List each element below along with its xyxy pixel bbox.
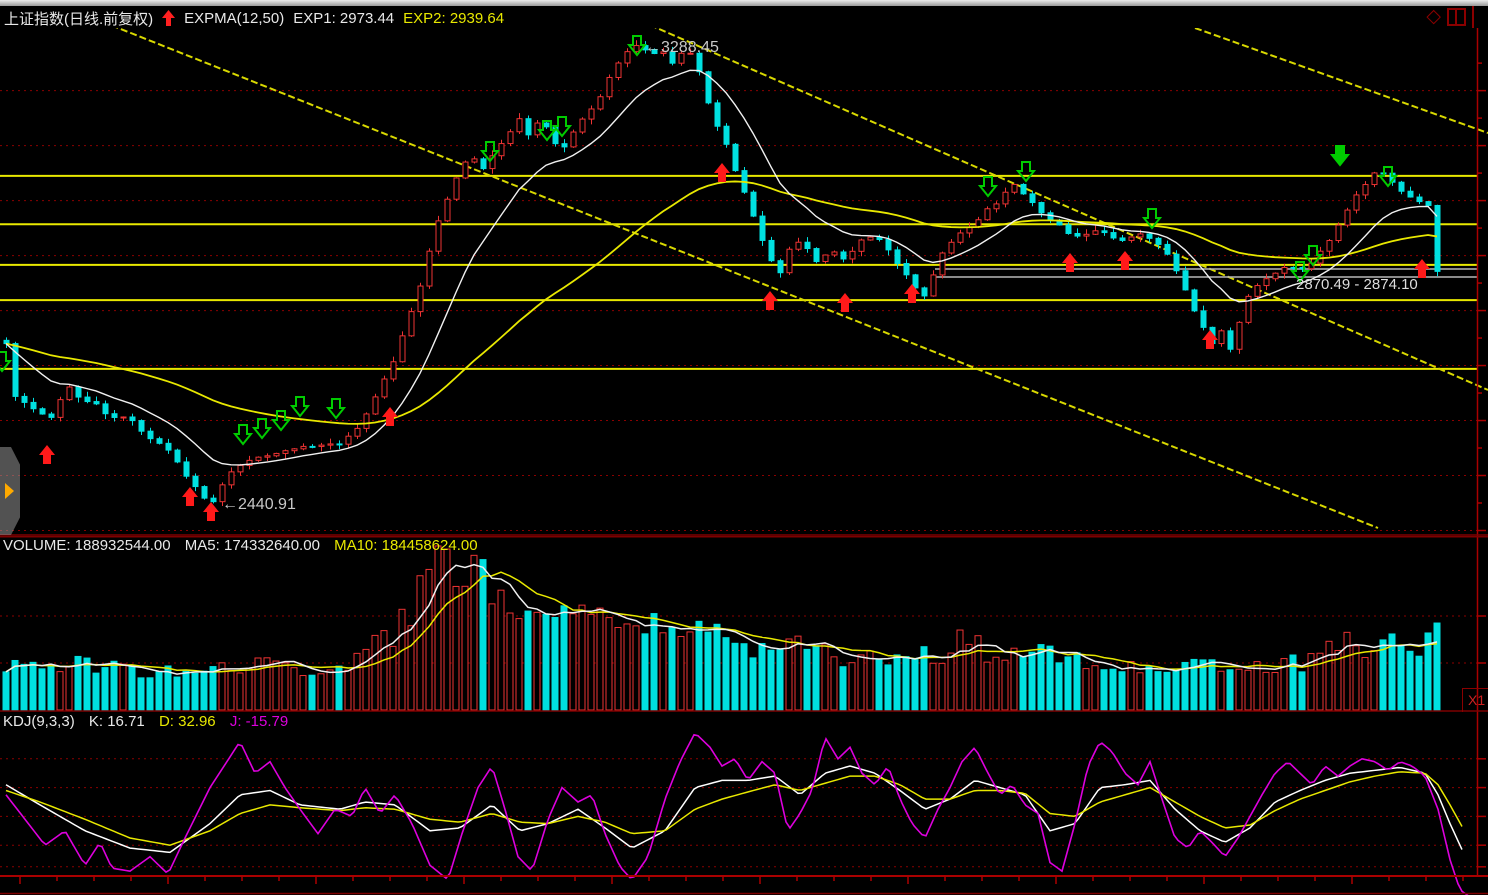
page-title: 上证指数(日线.前复权) <box>4 10 154 28</box>
up-arrow-icon <box>162 10 176 26</box>
kdj-name: KDJ(9,3,3) <box>3 713 75 730</box>
main-price-chart[interactable] <box>0 28 1488 536</box>
volume-ma10-value: MA10: 184458624.00 <box>334 537 478 554</box>
exp2-value: EXP2: 2939.64 <box>403 9 505 27</box>
kdj-header: KDJ(9,3,3) K: 16.71 D: 32.96 J: -15.79 <box>3 714 298 729</box>
kdj-d-value: D: 32.96 <box>158 713 216 730</box>
diamond-icon[interactable]: ◇ <box>1426 6 1441 27</box>
indicator-name: EXPMA(12,50) <box>184 9 285 27</box>
kdj-j-value: J: -15.79 <box>229 713 289 730</box>
header-icons: ◇ <box>1426 6 1474 30</box>
volume-value: VOLUME: 188932544.00 <box>3 537 171 554</box>
kdj-chart[interactable] <box>0 712 1488 895</box>
volume-chart[interactable] <box>0 536 1488 712</box>
volume-header: VOLUME: 188932544.00 MA5: 174332640.00 M… <box>3 538 488 553</box>
low-price-label: ←2440.91 <box>222 496 296 513</box>
peak-price-label: ←3288.45 <box>645 39 719 56</box>
kdj-k-value: K: 16.71 <box>88 713 145 730</box>
volume-ma5-value: MA5: 174332640.00 <box>184 537 320 554</box>
chart-header: 上证指数(日线.前复权) EXPMA(12,50) EXP1: 2973.44 … <box>0 7 1488 29</box>
sidebar-expand-tab[interactable] <box>0 447 20 535</box>
window-edge-icon <box>1472 6 1474 28</box>
window-top-strip <box>0 0 1488 6</box>
current-range-label: 2870.49 - 2874.10 <box>1296 276 1418 293</box>
x1-badge[interactable]: X1 <box>1462 688 1488 712</box>
exp1-value: EXP1: 2973.44 <box>293 9 395 27</box>
split-window-icon[interactable] <box>1447 8 1466 26</box>
expand-arrow-icon <box>5 483 14 499</box>
